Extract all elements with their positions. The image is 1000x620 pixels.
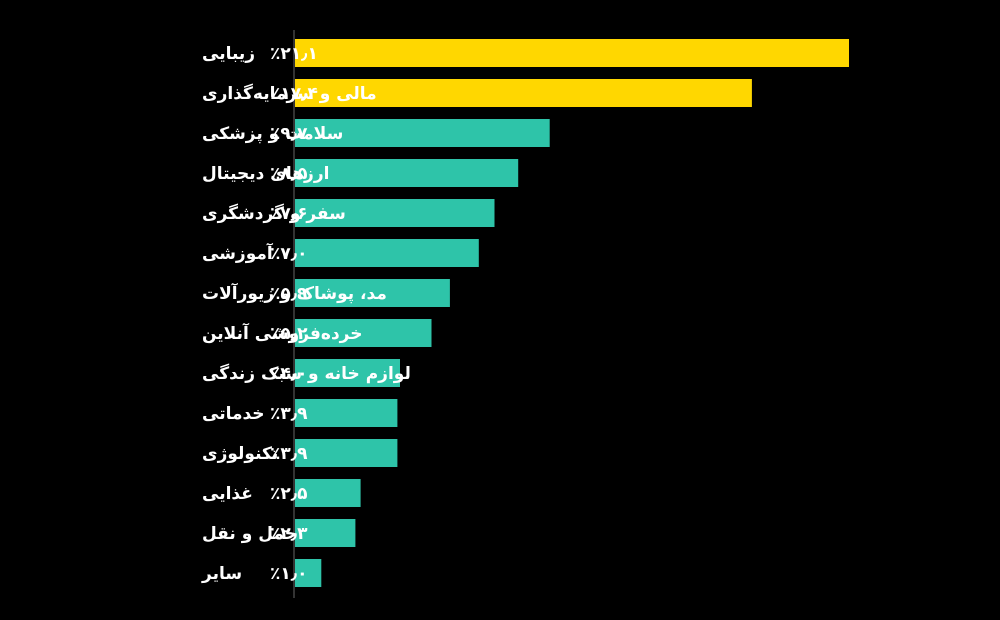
category-label-1: مالی و سرمایه‌گذاری xyxy=(202,83,377,104)
bar-10 xyxy=(295,439,398,467)
bar-0 xyxy=(295,39,849,67)
value-label-12: ٪۲٫۳ xyxy=(270,524,308,544)
value-label-10: ٪۳٫۹ xyxy=(270,444,308,464)
value-label-5: ٪۷٫۰ xyxy=(270,244,307,264)
category-label-6: مد، پوشاک و زیورآلات xyxy=(202,282,387,304)
category-label-8: لوازم خانه و سبک زندگی xyxy=(202,363,411,384)
value-label-8: ٪۴٫۰ xyxy=(270,364,307,384)
value-label-3: ٪۸٫۵ xyxy=(270,164,307,184)
category-label-13: سایر xyxy=(201,564,242,584)
value-label-7: ٪۵٫۲ xyxy=(270,324,308,344)
bar-11 xyxy=(295,479,361,507)
bar-1 xyxy=(295,79,752,107)
category-label-0: زیبایی xyxy=(202,44,255,64)
bars-layer xyxy=(295,39,849,587)
value-label-9: ٪۳٫۹ xyxy=(270,404,308,424)
bar-7 xyxy=(295,319,432,347)
category-label-12: حمل و نقل xyxy=(202,524,297,544)
bar-12 xyxy=(295,519,356,547)
category-label-10: تکنولوژی xyxy=(202,444,278,464)
value-label-4: ٪۷٫۶ xyxy=(270,204,307,224)
bar-3 xyxy=(295,159,519,187)
bar-4 xyxy=(295,199,495,227)
bar-2 xyxy=(295,119,550,147)
value-label-13: ٪۱٫۰ xyxy=(270,564,307,584)
bar-6 xyxy=(295,279,450,307)
bar-8 xyxy=(295,359,400,387)
category-label-2: سلامت و پزشکی xyxy=(202,124,343,144)
value-label-1: ٪۱۷٫۴ xyxy=(270,84,318,104)
value-label-2: ٪۹٫۷ xyxy=(270,124,308,144)
bar-13 xyxy=(295,559,322,587)
category-label-5: آموزشی xyxy=(202,242,274,264)
bar-9 xyxy=(295,399,398,427)
category-label-3: ارزهای دیجیتال xyxy=(202,164,329,184)
value-label-11: ٪۲٫۵ xyxy=(270,484,307,504)
category-label-4: سفر و گردشگری xyxy=(202,203,346,224)
category-label-11: غذایی xyxy=(202,484,253,504)
value-label-6: ٪۵٫۹ xyxy=(270,284,308,304)
category-label-9: خدماتی xyxy=(202,404,265,424)
value-label-0: ٪۲۱٫۱ xyxy=(270,44,318,64)
category-label-7: خرده‌فروشی آنلاین xyxy=(202,322,363,344)
bar-5 xyxy=(295,239,479,267)
